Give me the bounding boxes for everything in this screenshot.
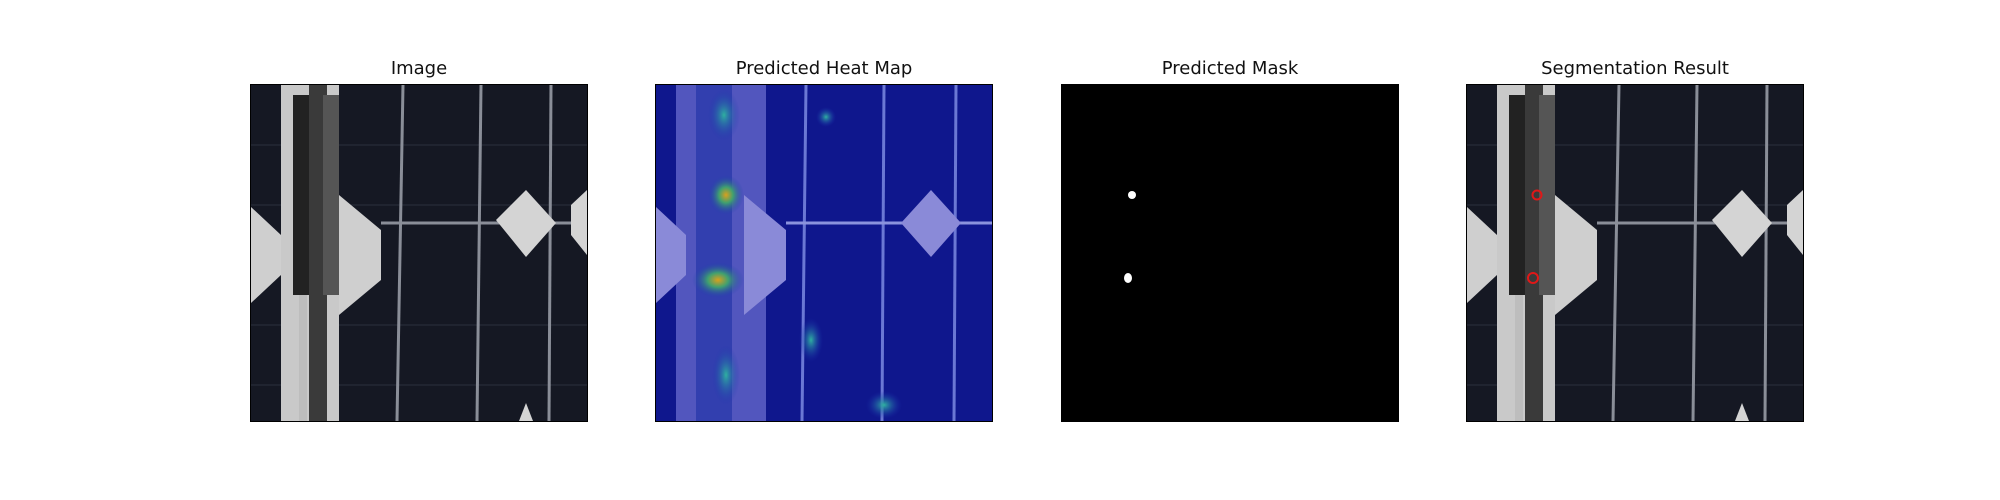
mask-frame bbox=[1061, 84, 1399, 422]
panel-title: Image bbox=[390, 58, 448, 79]
mask-image bbox=[1062, 85, 1398, 421]
segmentation-image bbox=[1467, 85, 1803, 421]
mask-blob bbox=[1124, 273, 1132, 283]
panel-title: Predicted Mask bbox=[1161, 58, 1299, 79]
heatmap-frame bbox=[655, 84, 993, 422]
segmentation-frame bbox=[1466, 84, 1804, 422]
mask-blob bbox=[1128, 191, 1136, 199]
panel-title: Predicted Heat Map bbox=[735, 58, 913, 79]
image-frame bbox=[250, 84, 588, 422]
heatmap-image bbox=[656, 85, 992, 421]
solar-cell-image bbox=[251, 85, 587, 421]
panel-title: Segmentation Result bbox=[1541, 58, 1729, 79]
defect-outline bbox=[1531, 189, 1543, 201]
defect-outline bbox=[1527, 272, 1539, 284]
